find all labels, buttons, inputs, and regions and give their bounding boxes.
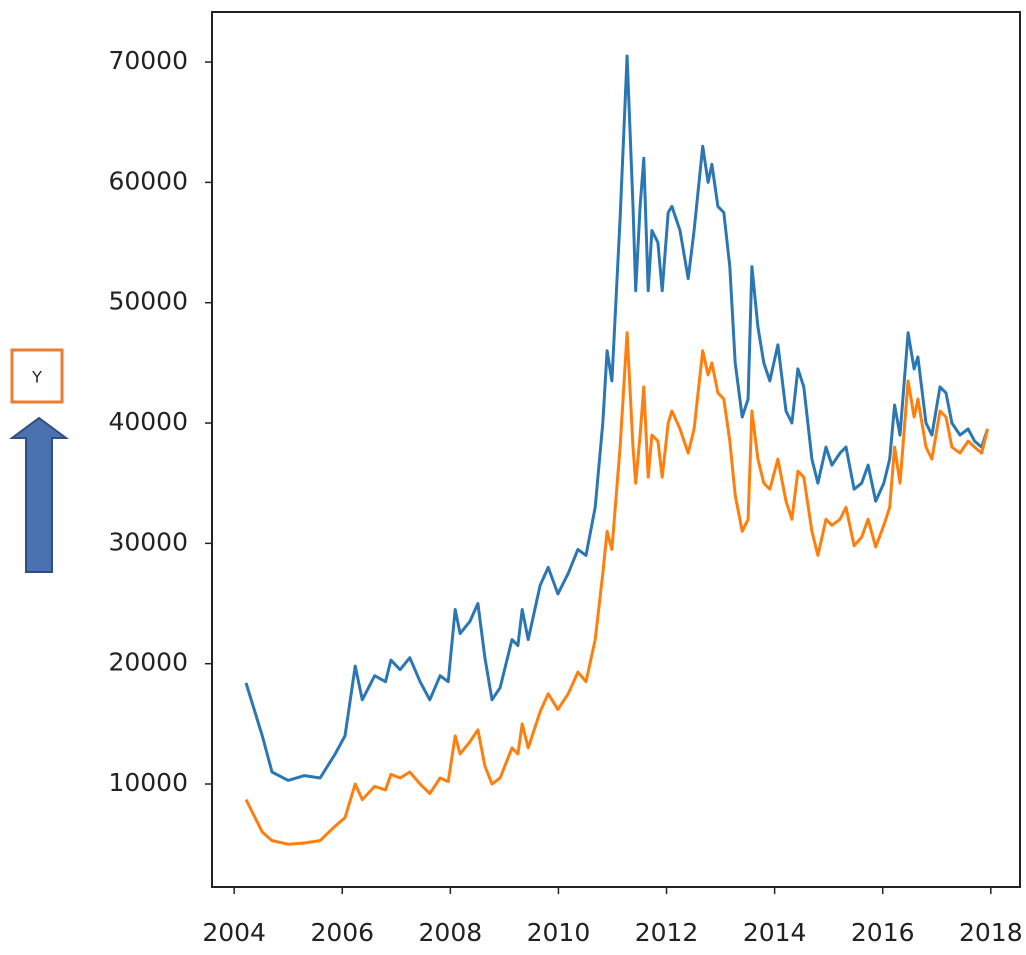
y-tick-label: 40000 <box>108 407 188 436</box>
x-tick-label: 2004 <box>202 918 266 947</box>
y-label: Y <box>31 368 42 387</box>
y-tick-label: 50000 <box>108 287 188 316</box>
line-series <box>244 54 990 782</box>
x-tick-label: 2008 <box>419 918 483 947</box>
y-tick-label: 70000 <box>108 46 188 75</box>
x-tick-label: 2014 <box>743 918 807 947</box>
y-tick-label: 60000 <box>108 166 188 195</box>
axes-frame <box>211 11 1021 888</box>
y-tick-label: 20000 <box>108 648 188 677</box>
label-box <box>10 348 64 404</box>
y-tick-label: 30000 <box>108 527 188 556</box>
x-tick-label: 2006 <box>310 918 374 947</box>
x-tick-label: 2010 <box>527 918 591 947</box>
x-tick-label: 2012 <box>635 918 699 947</box>
x-tick-label: 2016 <box>851 918 915 947</box>
x-tick-label: 2018 <box>959 918 1023 947</box>
arrow <box>8 416 70 573</box>
y-tick-label: 10000 <box>108 768 188 797</box>
line-series <box>244 331 990 846</box>
